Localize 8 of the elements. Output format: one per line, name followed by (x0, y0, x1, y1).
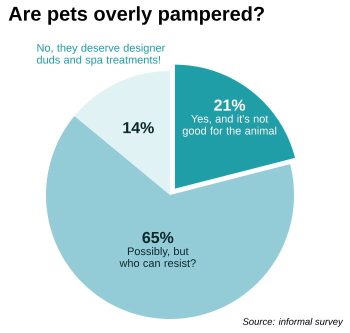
slice-label: Yes, and it's not good for the animal (182, 114, 276, 137)
source-note: Source: informal survey (242, 318, 344, 327)
data-label: 21% (214, 99, 246, 111)
chart-title: Are pets overly pampered? (8, 6, 264, 25)
slice-label: Possibly, but who can resist? (119, 247, 196, 268)
slice-label: No, they deserve designer duds and spa treatments! (36, 44, 166, 66)
data-label: 65% (142, 232, 174, 244)
data-label: 14% (123, 122, 154, 134)
